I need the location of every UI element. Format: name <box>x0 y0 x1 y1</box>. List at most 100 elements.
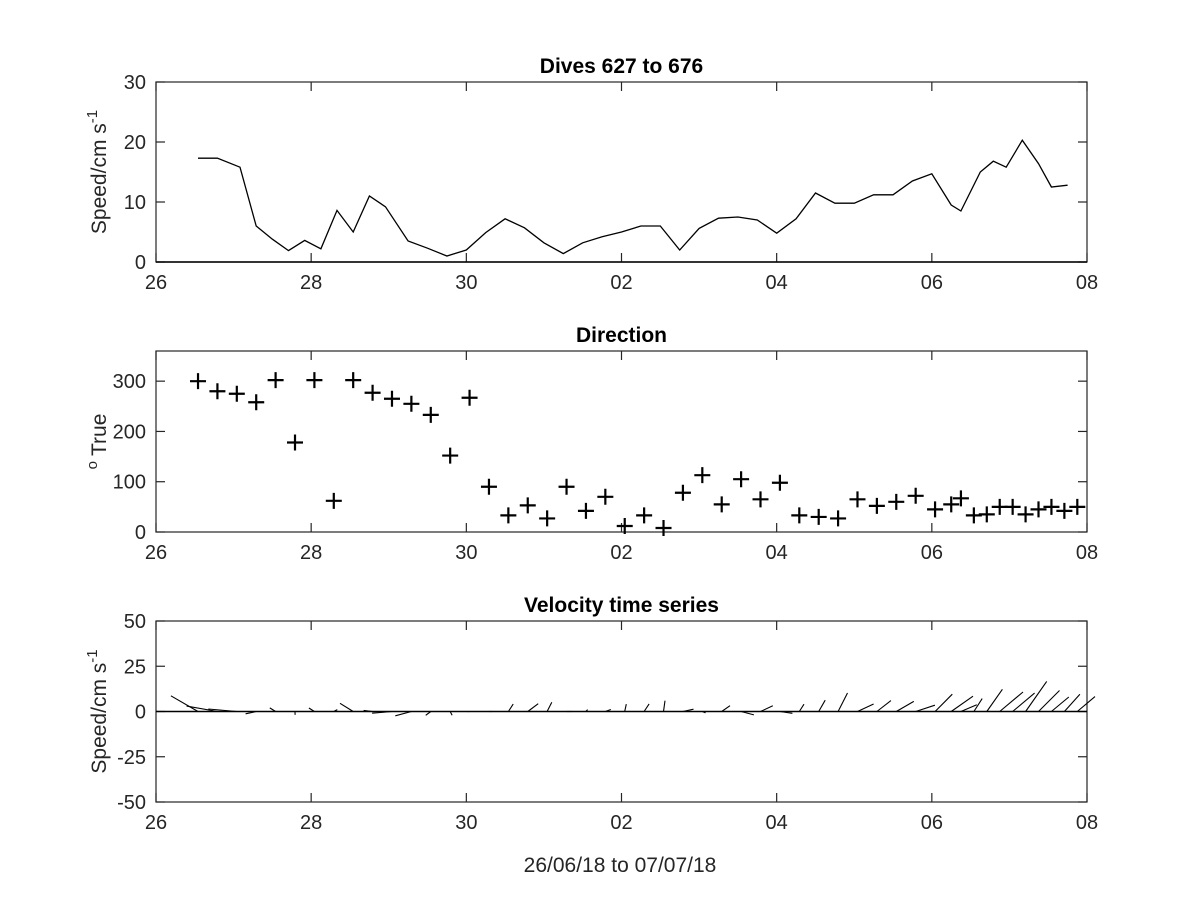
direction-point <box>868 497 885 514</box>
x-tick-label: 06 <box>921 542 943 564</box>
direction-point <box>403 395 420 412</box>
x-tick-label: 28 <box>300 272 322 294</box>
velocity-panel: 26 28 30 02 04 06 08 -50 -25 0 25 50 Velocity time s… <box>84 594 1098 834</box>
direction-point <box>636 507 653 524</box>
velocity-stick <box>662 700 666 712</box>
direction-point <box>480 478 497 495</box>
velocity-stick <box>425 711 432 716</box>
y-tick-label: 0 <box>135 702 146 724</box>
x-tick-label: 30 <box>455 272 477 294</box>
direction-point <box>1043 498 1060 515</box>
velocity-stick <box>857 703 874 712</box>
y-tick-label: -25 <box>117 747 146 769</box>
velocity-stick <box>585 709 589 712</box>
y-tick-label: 10 <box>124 192 146 214</box>
velocity-stick <box>395 710 412 717</box>
y-axis-label-text: Speed/cm s <box>88 663 111 774</box>
velocity-stick <box>896 700 915 712</box>
direction-point <box>422 406 439 423</box>
velocity-stick <box>507 703 514 712</box>
velocity-stick <box>339 702 354 712</box>
y-axis-label: o True <box>84 414 111 470</box>
y-tick-label: -50 <box>117 792 146 814</box>
direction-point <box>345 372 362 389</box>
axes-frame <box>155 81 1088 263</box>
x-tick-label: 30 <box>455 542 477 564</box>
direction-point <box>228 385 245 402</box>
x-tick-label: 30 <box>455 812 477 834</box>
x-tick-label: 02 <box>610 812 632 834</box>
velocity-stick <box>624 703 627 712</box>
velocity-stick <box>170 695 199 712</box>
y-axis-label-superscript: -1 <box>84 110 101 123</box>
y-tick-label: 30 <box>124 72 146 94</box>
x-tick-label: 02 <box>610 542 632 564</box>
y-tick-label: 200 <box>113 421 146 443</box>
velocity-stick <box>721 705 731 712</box>
y-tick-label: 50 <box>124 611 146 633</box>
velocity-stick <box>934 693 953 712</box>
velocity-stick <box>682 708 694 713</box>
x-tick-label: 04 <box>766 812 788 834</box>
x-tick-label: 26 <box>145 542 167 564</box>
direction-point <box>713 496 730 513</box>
direction-point <box>674 484 691 501</box>
velocity-stick <box>333 709 338 712</box>
chart-title: Velocity time series <box>524 594 719 617</box>
direction-point <box>461 389 478 406</box>
y-tick-label: 25 <box>124 656 146 678</box>
direction-point <box>558 478 575 495</box>
x-tick-label: 26 <box>145 812 167 834</box>
velocity-stick <box>837 692 848 712</box>
velocity-stick <box>973 698 983 712</box>
y-axis-label-superscript: o <box>84 461 101 469</box>
direction-point <box>190 373 207 390</box>
direction-point <box>1056 502 1073 519</box>
velocity-stick <box>1076 696 1096 712</box>
direction-point <box>442 447 459 464</box>
x-tick-label: 08 <box>1076 542 1098 564</box>
speed-panel: 26 28 30 02 04 06 08 0 10 20 30 Dives 627 to 676 Spe… <box>84 55 1098 294</box>
direction-point <box>209 383 226 400</box>
direction-point <box>978 506 995 523</box>
velocity-stick <box>208 708 237 713</box>
velocity-stick <box>372 710 393 714</box>
velocity-stick <box>702 710 706 714</box>
x-tick-label: 28 <box>300 812 322 834</box>
direction-point <box>325 492 342 509</box>
figure-xlabel: 26/06/18 to 07/07/18 <box>524 854 717 877</box>
x-tick-label: 26 <box>145 272 167 294</box>
velocity-stick <box>605 708 611 713</box>
direction-point <box>287 434 304 451</box>
direction-point <box>267 372 284 389</box>
direction-point <box>733 471 750 488</box>
direction-point <box>519 497 536 514</box>
velocity-stick <box>999 691 1024 712</box>
direction-point <box>771 474 788 491</box>
x-tick-label: 08 <box>1076 812 1098 834</box>
velocity-stick <box>798 703 805 712</box>
x-tick-label: 04 <box>766 542 788 564</box>
velocity-stick <box>308 707 315 712</box>
velocity-stick <box>643 703 650 712</box>
direction-point <box>694 467 711 484</box>
y-axis-label: Speed/cm s-1 <box>84 110 111 234</box>
y-axis-label: Speed/cm s-1 <box>84 649 111 773</box>
direction-point <box>500 507 517 524</box>
direction-point <box>597 488 614 505</box>
velocity-stick <box>186 705 218 713</box>
y-tick-label: 100 <box>113 472 146 494</box>
direction-point <box>248 394 265 411</box>
direction-point <box>655 519 672 536</box>
y-tick-label: 0 <box>135 522 146 544</box>
y-axis-label-superscript: -1 <box>84 649 101 662</box>
direction-point <box>616 517 633 534</box>
velocity-stick <box>818 699 826 712</box>
x-tick-label: 02 <box>610 272 632 294</box>
velocity-stick <box>1051 696 1070 712</box>
chart-title: Direction <box>576 324 667 347</box>
velocity-stick <box>740 710 755 716</box>
direction-point <box>791 507 808 524</box>
velocity-stick <box>760 705 774 712</box>
velocity-stick <box>1038 690 1060 712</box>
